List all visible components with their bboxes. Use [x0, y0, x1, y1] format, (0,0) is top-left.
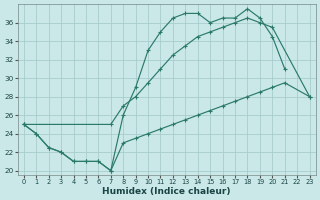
- X-axis label: Humidex (Indice chaleur): Humidex (Indice chaleur): [102, 187, 231, 196]
